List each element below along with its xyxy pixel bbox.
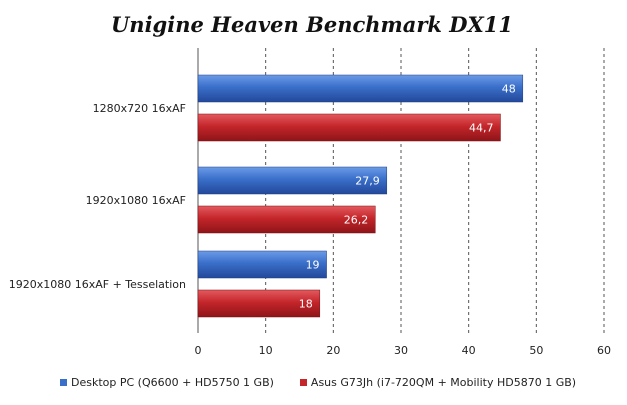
bar xyxy=(197,205,376,234)
legend-swatch-blue xyxy=(60,379,67,386)
bars-group: 48 44,7 27,9 26,2 19 18 xyxy=(197,74,524,318)
x-tick-label: 30 xyxy=(394,344,408,357)
x-tick-label: 40 xyxy=(462,344,476,357)
bar-value-label: 26,2 xyxy=(344,214,369,227)
legend-label-desktop: Desktop PC (Q6600 + HD5750 1 GB) xyxy=(71,376,274,389)
x-tick-label: 50 xyxy=(529,344,543,357)
bar xyxy=(197,113,501,142)
bar-value-label: 44,7 xyxy=(469,122,494,135)
bar-value-label: 19 xyxy=(306,259,320,272)
legend-item-desktop: Desktop PC (Q6600 + HD5750 1 GB) xyxy=(60,376,274,389)
category-label: 1280x720 16xAF xyxy=(93,102,186,115)
bar xyxy=(197,74,524,103)
bar-value-label: 48 xyxy=(502,83,516,96)
chart-title: Unigine Heaven Benchmark DX11 xyxy=(111,12,513,37)
bar xyxy=(197,250,327,279)
bar xyxy=(197,289,321,318)
legend-label-asus: Asus G73Jh (i7-720QM + Mobility HD5870 1… xyxy=(310,376,577,389)
x-tick-label: 10 xyxy=(259,344,273,357)
bar-value-label: 18 xyxy=(299,298,313,311)
category-label: 1920x1080 16xAF + Tesselation xyxy=(9,278,186,291)
x-tick-label: 0 xyxy=(195,344,202,357)
x-tick-label: 20 xyxy=(326,344,340,357)
legend-swatch-red xyxy=(299,379,307,386)
x-tick-label: 60 xyxy=(597,344,611,357)
category-labels: 1280x720 16xAF 1920x1080 16xAF 1920x1080 1… xyxy=(9,102,186,291)
legend-item-asus: Asus G73Jh (i7-720QM + Mobility HD5870 1… xyxy=(299,376,577,389)
category-label: 1920x1080 16xAF xyxy=(86,194,186,207)
x-axis-ticks: 0 10 20 30 40 50 60 xyxy=(195,344,612,357)
bar xyxy=(197,166,388,195)
bar-value-label: 27,9 xyxy=(355,175,380,188)
legend: Desktop PC (Q6600 + HD5750 1 GB) Asus G7… xyxy=(60,376,576,389)
